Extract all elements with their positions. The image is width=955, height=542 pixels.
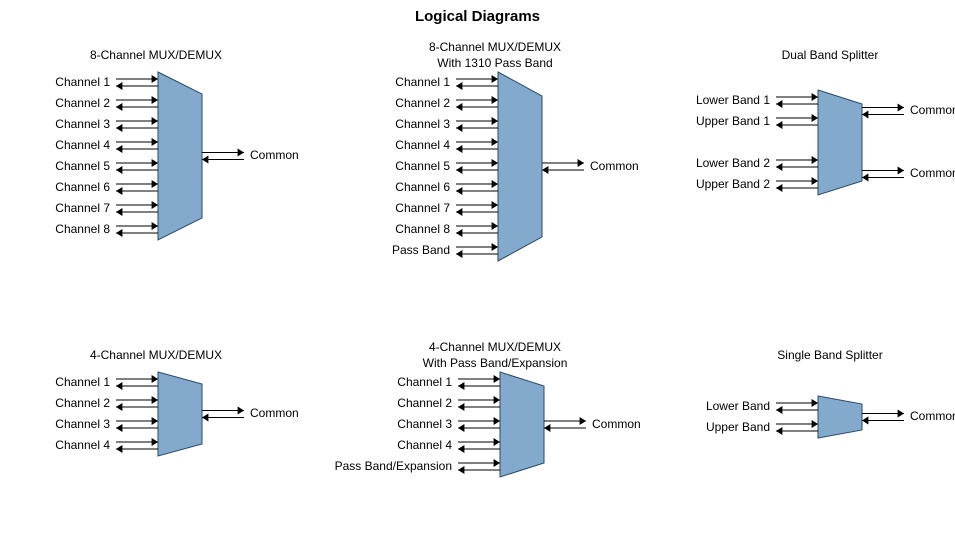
diagram-title: Single Band Splitter [740,348,920,364]
port-label: Channel 1 [20,75,110,89]
port-label: Channel 8 [360,222,450,236]
port-label: Lower Band 1 [680,93,770,107]
diagram-mux4pb: Channel 1 Channel 2 Channel 3 Channel 4 Pass… [332,372,682,487]
port-label: Pass Band [360,243,450,257]
port-label: Channel 7 [360,201,450,215]
port-label: Channel 4 [360,138,450,152]
port-label: Lower Band 2 [680,156,770,170]
port-label: Upper Band [680,420,770,434]
port-label: Channel 5 [20,159,110,173]
port-label: Channel 4 [332,438,452,452]
port-label: Channel 3 [20,417,110,431]
port-label: Common [590,159,639,173]
port-label: Channel 3 [20,117,110,131]
port-label: Channel 4 [20,138,110,152]
port-label: Channel 2 [360,96,450,110]
diagram-title: 8-Channel MUX/DEMUX With 1310 Pass Band [395,40,595,71]
port-label: Channel 1 [332,375,452,389]
port-label: Common 1 [910,103,955,117]
port-label: Lower Band [680,399,770,413]
port-label: Channel 7 [20,201,110,215]
diagram-title: 8-Channel MUX/DEMUX [56,48,256,64]
mux-trapezoid [498,72,542,261]
mux-trapezoid [818,90,862,195]
mux-trapezoid [818,396,862,438]
diagram-title: Dual Band Splitter [740,48,920,64]
port-label: Pass Band/Expansion [332,459,452,473]
port-label: Common 2 [910,166,955,180]
port-label: Common [250,148,299,162]
port-label: Channel 1 [360,75,450,89]
port-label: Channel 8 [20,222,110,236]
port-label: Channel 6 [360,180,450,194]
port-label: Channel 4 [20,438,110,452]
port-label: Channel 1 [20,375,110,389]
mux-trapezoid [158,372,202,456]
port-label: Common [910,409,955,423]
port-label: Common [250,406,299,420]
port-label: Channel 6 [20,180,110,194]
diagram-singleband: Lower Band Upper Band Common [680,396,955,448]
port-label: Channel 2 [20,96,110,110]
mux-trapezoid [500,372,544,477]
page-title: Logical Diagrams [0,8,955,25]
port-label: Upper Band 1 [680,114,770,128]
port-label: Channel 2 [20,396,110,410]
port-label: Channel 3 [332,417,452,431]
diagram-title: 4-Channel MUX/DEMUX [56,348,256,364]
port-label: Upper Band 2 [680,177,770,191]
port-label: Channel 3 [360,117,450,131]
diagram-mux8pb: Channel 1 Channel 2 Channel 3 Channel 4 Chan… [360,72,680,271]
mux-trapezoid [158,72,202,240]
port-label: Channel 2 [332,396,452,410]
port-label: Channel 5 [360,159,450,173]
diagram-mux4: Channel 1 Channel 2 Channel 3 Channel 4 Comm… [20,372,340,466]
diagram-mux8: Channel 1 Channel 2 Channel 3 Channel 4 Chan… [20,72,340,250]
diagram-dualband: Lower Band 1 Upper Band 1 Lower Band 2 Uppe… [680,90,955,205]
diagram-title: 4-Channel MUX/DEMUX With Pass Band/Expan… [395,340,595,371]
port-label: Common [592,417,641,431]
